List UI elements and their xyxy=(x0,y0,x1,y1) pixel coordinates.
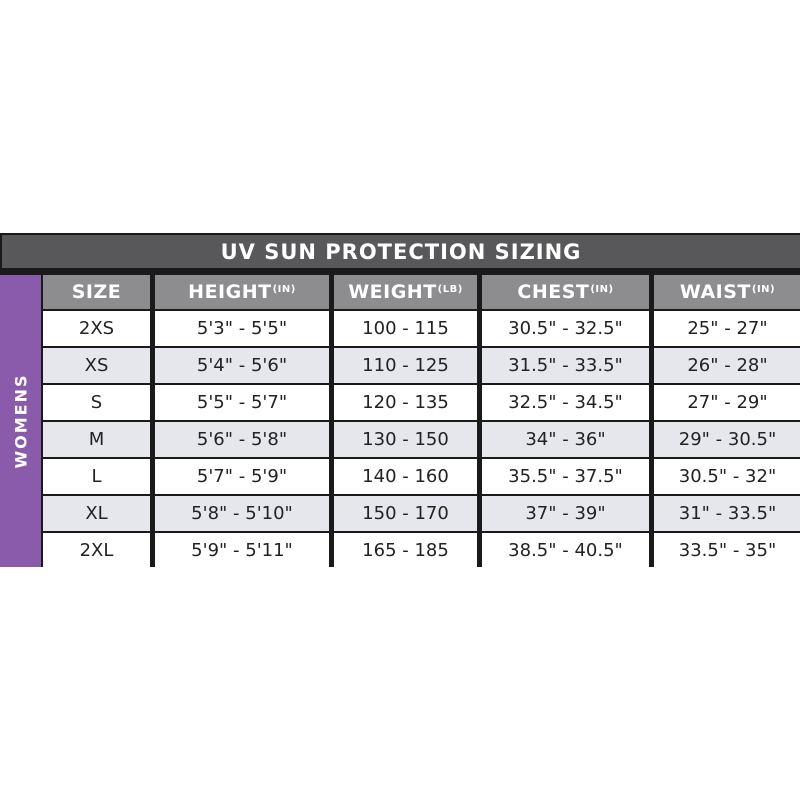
column-header-size: SIZE xyxy=(43,275,150,309)
cell-size: XS xyxy=(43,348,150,383)
column-unit: (LB) xyxy=(437,283,463,295)
cell-waist: 26" - 28" xyxy=(654,348,800,383)
column-header-height: HEIGHT (IN) xyxy=(155,275,329,309)
cell-height: 5'7" - 5'9" xyxy=(155,459,329,494)
column-label: HEIGHT xyxy=(188,281,272,303)
column-unit: (IN) xyxy=(272,283,296,295)
cell-waist: 25" - 27" xyxy=(654,311,800,346)
cell-chest: 30.5" - 32.5" xyxy=(482,311,649,346)
chart-title: UV SUN PROTECTION SIZING xyxy=(2,235,800,268)
cell-chest: 35.5" - 37.5" xyxy=(482,459,649,494)
cell-weight: 110 - 125 xyxy=(334,348,477,383)
size-chart: UV SUN PROTECTION SIZING WOMENS SIZE HEIG… xyxy=(0,233,800,568)
cell-chest: 38.5" - 40.5" xyxy=(482,533,649,568)
cell-waist: 31" - 33.5" xyxy=(654,496,800,531)
column-label: WEIGHT xyxy=(348,281,437,303)
cell-weight: 150 - 170 xyxy=(334,496,477,531)
cell-size: M xyxy=(43,422,150,457)
cell-height: 5'6" - 5'8" xyxy=(155,422,329,457)
cell-height: 5'8" - 5'10" xyxy=(155,496,329,531)
cell-weight: 165 - 185 xyxy=(334,533,477,568)
size-table: SIZE HEIGHT (IN) WEIGHT (LB) CHEST (IN) WAIST (I… xyxy=(43,275,800,568)
cell-chest: 37" - 39" xyxy=(482,496,649,531)
cell-waist: 33.5" - 35" xyxy=(654,533,800,568)
column-header-weight: WEIGHT (LB) xyxy=(334,275,477,309)
cell-height: 5'4" - 5'6" xyxy=(155,348,329,383)
cell-weight: 130 - 150 xyxy=(334,422,477,457)
cell-size: 2XL xyxy=(43,533,150,568)
cell-waist: 27" - 29" xyxy=(654,385,800,420)
column-header-chest: CHEST (IN) xyxy=(482,275,649,309)
column-label: CHEST xyxy=(517,281,590,303)
cell-waist: 30.5" - 32" xyxy=(654,459,800,494)
cell-height: 5'3" - 5'5" xyxy=(155,311,329,346)
cell-weight: 100 - 115 xyxy=(334,311,477,346)
column-unit: (IN) xyxy=(751,283,776,295)
cell-weight: 140 - 160 xyxy=(334,459,477,494)
column-label: WAIST xyxy=(679,281,751,303)
column-label: SIZE xyxy=(71,281,122,303)
cell-size: L xyxy=(43,459,150,494)
cell-size: 2XS xyxy=(43,311,150,346)
column-unit: (IN) xyxy=(590,283,614,295)
cell-height: 5'5" - 5'7" xyxy=(155,385,329,420)
cell-chest: 34" - 36" xyxy=(482,422,649,457)
group-label-bar: WOMENS xyxy=(0,275,41,567)
column-header-waist: WAIST (IN) xyxy=(654,275,800,309)
cell-weight: 120 - 135 xyxy=(334,385,477,420)
cell-size: S xyxy=(43,385,150,420)
cell-waist: 29" - 30.5" xyxy=(654,422,800,457)
group-label: WOMENS xyxy=(11,373,30,469)
cell-height: 5'9" - 5'11" xyxy=(155,533,329,568)
cell-chest: 31.5" - 33.5" xyxy=(482,348,649,383)
cell-size: XL xyxy=(43,496,150,531)
cell-chest: 32.5" - 34.5" xyxy=(482,385,649,420)
